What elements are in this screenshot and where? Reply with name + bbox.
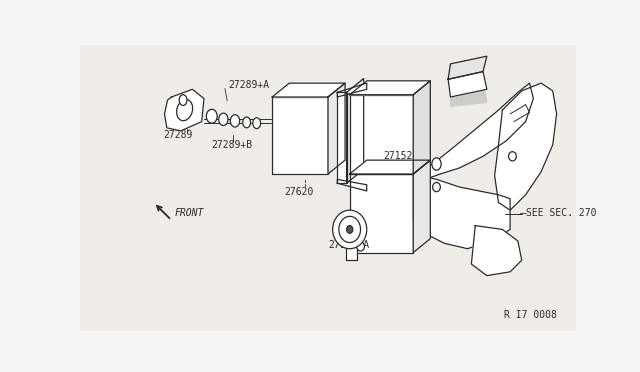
Text: R I7 0008: R I7 0008 [504,310,557,320]
Ellipse shape [347,225,353,233]
Polygon shape [328,83,345,174]
Ellipse shape [432,158,441,170]
Polygon shape [164,89,204,131]
Polygon shape [413,81,430,174]
Ellipse shape [433,183,440,192]
Polygon shape [495,83,557,210]
Text: 27289: 27289 [164,131,193,141]
Polygon shape [349,160,430,174]
Text: 27152: 27152 [384,151,413,161]
Polygon shape [349,81,430,95]
Text: 27289+A: 27289+A [228,80,269,90]
Polygon shape [413,83,533,179]
Polygon shape [448,56,487,79]
Ellipse shape [356,242,364,251]
Ellipse shape [243,117,250,128]
Ellipse shape [253,118,260,129]
Ellipse shape [206,109,217,123]
Polygon shape [272,83,345,97]
Text: FRONT: FRONT [175,208,204,218]
Ellipse shape [219,113,228,125]
Polygon shape [337,83,367,97]
Polygon shape [337,92,347,183]
Polygon shape [346,246,358,260]
Ellipse shape [509,152,516,161]
Text: SEE SEC. 270: SEE SEC. 270 [525,208,596,218]
Ellipse shape [179,95,187,106]
Ellipse shape [177,99,193,121]
Polygon shape [472,225,522,276]
Polygon shape [413,174,510,249]
Polygon shape [347,78,364,183]
Polygon shape [413,160,430,253]
Polygon shape [349,174,413,253]
Polygon shape [451,83,487,106]
Text: 27289+B: 27289+B [212,140,253,150]
Ellipse shape [230,115,239,127]
Polygon shape [272,97,328,174]
Ellipse shape [333,210,367,249]
Text: 27152+A: 27152+A [328,240,369,250]
Ellipse shape [339,217,360,243]
Text: 27620: 27620 [284,187,313,198]
Polygon shape [448,71,487,97]
Polygon shape [337,179,367,191]
Polygon shape [349,95,413,174]
